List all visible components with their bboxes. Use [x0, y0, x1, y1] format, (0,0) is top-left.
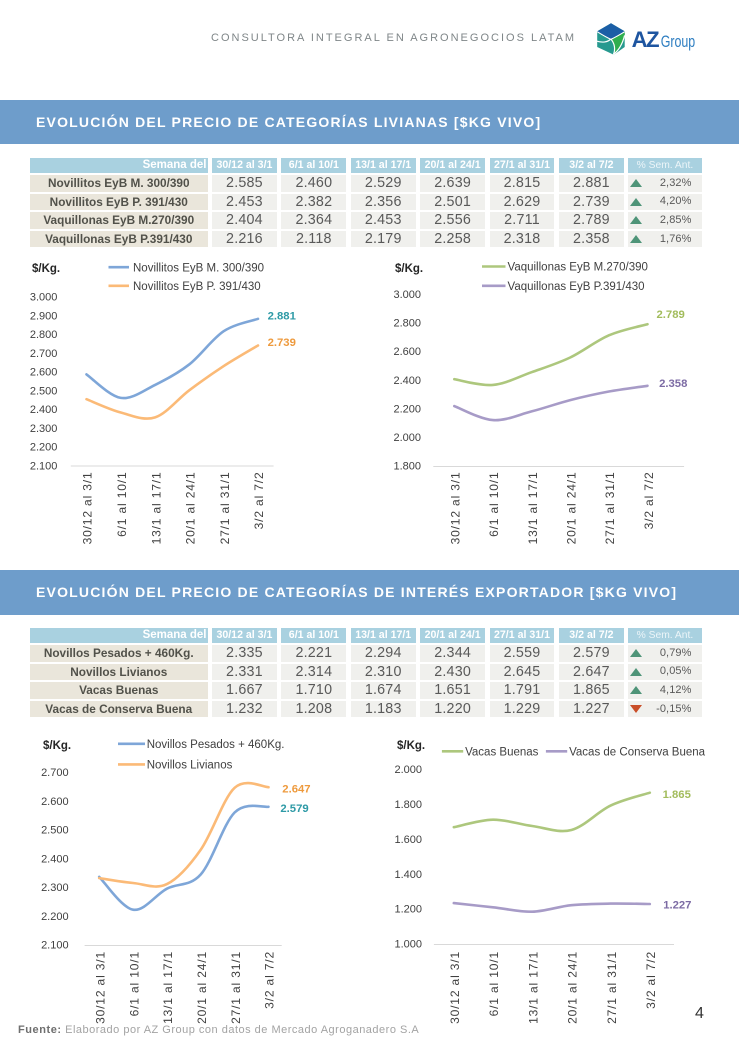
- svg-text:3.000: 3.000: [30, 292, 58, 304]
- svg-text:Novillos Pesados + 460Kg.: Novillos Pesados + 460Kg.: [147, 739, 285, 751]
- svg-text:AZ: AZ: [632, 27, 660, 52]
- svg-text:1.227: 1.227: [663, 900, 691, 912]
- svg-text:1.800: 1.800: [393, 461, 421, 473]
- svg-text:27/1 al 31/1: 27/1 al 31/1: [229, 951, 243, 1024]
- svg-text:$/Kg.: $/Kg.: [395, 263, 423, 275]
- svg-text:3/2 al 7/2: 3/2 al 7/2: [644, 951, 658, 1009]
- svg-text:2.500: 2.500: [30, 385, 58, 397]
- svg-text:Vaquillonas EyB P.391/430: Vaquillonas EyB P.391/430: [508, 281, 645, 293]
- svg-text:2.500: 2.500: [41, 825, 69, 837]
- svg-text:2.358: 2.358: [659, 378, 687, 390]
- svg-text:2.600: 2.600: [30, 367, 58, 379]
- svg-text:20/1 al 24/1: 20/1 al 24/1: [565, 472, 579, 545]
- svg-text:Novillitos EyB P. 391/430: Novillitos EyB P. 391/430: [133, 281, 261, 293]
- svg-text:3/2 al 7/2: 3/2 al 7/2: [263, 951, 277, 1009]
- svg-text:13/1 al 17/1: 13/1 al 17/1: [161, 951, 175, 1024]
- svg-text:2.739: 2.739: [268, 337, 296, 349]
- svg-text:2.000: 2.000: [394, 764, 422, 776]
- svg-text:2.400: 2.400: [41, 853, 69, 865]
- svg-text:2.579: 2.579: [280, 803, 308, 815]
- svg-text:2.200: 2.200: [30, 442, 58, 454]
- svg-text:30/12 al 3/1: 30/12 al 3/1: [448, 951, 462, 1024]
- svg-text:Vacas de Conserva Buena: Vacas de Conserva Buena: [569, 746, 706, 758]
- svg-text:2.300: 2.300: [30, 423, 58, 435]
- svg-text:6/1 al 10/1: 6/1 al 10/1: [127, 951, 141, 1016]
- svg-text:1.800: 1.800: [394, 799, 422, 811]
- svg-text:27/1 al 31/1: 27/1 al 31/1: [218, 472, 232, 545]
- svg-text:1.865: 1.865: [663, 789, 691, 801]
- svg-text:30/12 al 3/1: 30/12 al 3/1: [81, 472, 95, 545]
- svg-text:2.800: 2.800: [30, 329, 58, 341]
- svg-text:20/1 al 24/1: 20/1 al 24/1: [184, 472, 198, 545]
- svg-text:20/1 al 24/1: 20/1 al 24/1: [566, 951, 580, 1024]
- svg-text:Novillos Livianos: Novillos Livianos: [147, 760, 233, 772]
- svg-text:30/12 al 3/1: 30/12 al 3/1: [449, 472, 463, 545]
- svg-text:2.200: 2.200: [41, 911, 69, 923]
- svg-text:$/Kg.: $/Kg.: [32, 263, 60, 275]
- svg-text:27/1 al 31/1: 27/1 al 31/1: [603, 472, 617, 545]
- svg-text:2.200: 2.200: [393, 403, 421, 415]
- svg-text:1.400: 1.400: [394, 869, 422, 881]
- svg-text:$/Kg.: $/Kg.: [43, 740, 71, 752]
- svg-text:6/1 al 10/1: 6/1 al 10/1: [115, 472, 129, 537]
- svg-text:1.000: 1.000: [394, 939, 422, 951]
- svg-text:6/1 al 10/1: 6/1 al 10/1: [487, 951, 501, 1016]
- svg-text:6/1 al 10/1: 6/1 al 10/1: [487, 472, 501, 537]
- svg-text:2.100: 2.100: [30, 460, 58, 472]
- svg-text:13/1 al 17/1: 13/1 al 17/1: [526, 951, 540, 1024]
- svg-text:2.600: 2.600: [393, 346, 421, 358]
- svg-text:13/1 al 17/1: 13/1 al 17/1: [526, 472, 540, 545]
- svg-text:2.400: 2.400: [30, 404, 58, 416]
- svg-text:3/2 al 7/2: 3/2 al 7/2: [642, 472, 656, 530]
- svg-text:2.800: 2.800: [393, 318, 421, 330]
- svg-text:$/Kg.: $/Kg.: [397, 740, 425, 752]
- svg-text:2.700: 2.700: [41, 767, 69, 779]
- svg-text:Vaquillonas EyB M.270/390: Vaquillonas EyB M.270/390: [508, 262, 648, 274]
- svg-text:2.100: 2.100: [41, 940, 69, 952]
- svg-text:2.000: 2.000: [393, 432, 421, 444]
- svg-text:Vacas Buenas: Vacas Buenas: [465, 746, 539, 758]
- svg-text:2.700: 2.700: [30, 348, 58, 360]
- svg-text:2.400: 2.400: [393, 375, 421, 387]
- svg-text:13/1 al 17/1: 13/1 al 17/1: [149, 472, 163, 545]
- svg-text:2.600: 2.600: [41, 796, 69, 808]
- svg-text:2.789: 2.789: [657, 309, 685, 321]
- svg-text:30/12 al 3/1: 30/12 al 3/1: [93, 951, 107, 1024]
- svg-text:2.881: 2.881: [268, 310, 296, 322]
- svg-text:3.000: 3.000: [393, 289, 421, 301]
- svg-text:1.600: 1.600: [394, 834, 422, 846]
- svg-text:2.647: 2.647: [282, 783, 310, 795]
- svg-text:27/1 al 31/1: 27/1 al 31/1: [605, 951, 619, 1024]
- svg-text:1.200: 1.200: [394, 904, 422, 916]
- svg-text:2.300: 2.300: [41, 882, 69, 894]
- svg-text:Group: Group: [661, 33, 696, 51]
- svg-text:3/2 al 7/2: 3/2 al 7/2: [252, 472, 266, 530]
- svg-text:2.900: 2.900: [30, 310, 58, 322]
- svg-text:20/1 al 24/1: 20/1 al 24/1: [195, 951, 209, 1024]
- svg-text:Novillitos EyB M. 300/390: Novillitos EyB M. 300/390: [133, 262, 264, 274]
